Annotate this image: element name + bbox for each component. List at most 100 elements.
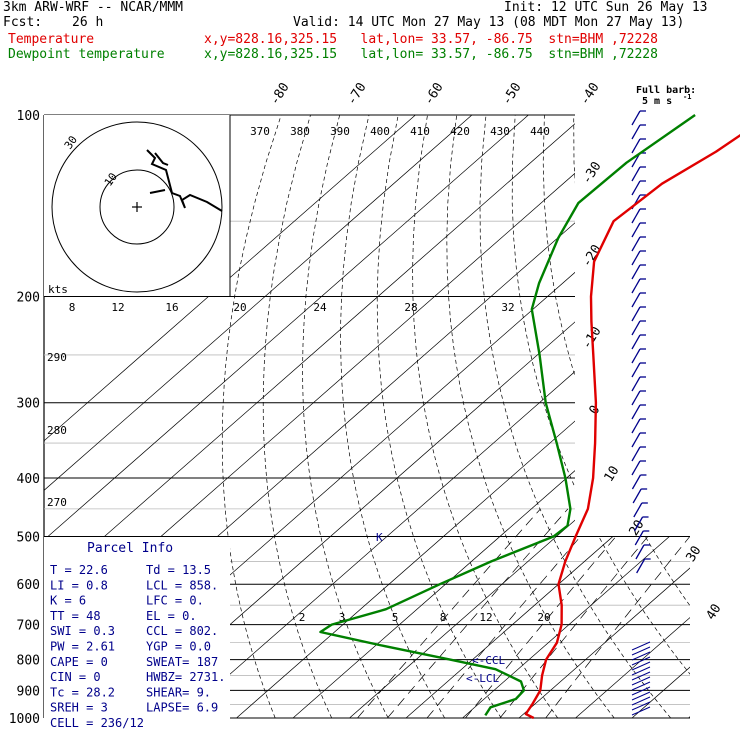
theta-label: 390 bbox=[330, 125, 350, 138]
isotherm-line bbox=[44, 115, 529, 718]
wind-barb bbox=[631, 641, 651, 651]
mixing-ratio-label: 5 bbox=[392, 611, 399, 624]
mixing-ratio-line bbox=[465, 508, 640, 718]
wind-barb bbox=[631, 390, 641, 406]
pressure-tick-label: 500 bbox=[17, 530, 40, 545]
isotherm-line bbox=[123, 115, 690, 718]
parcel-info-row-left: PW = 2.61 bbox=[50, 640, 115, 654]
hodograph-speed-label: 16 bbox=[165, 301, 178, 314]
dry-adiabat bbox=[302, 115, 389, 718]
wind-barb bbox=[631, 376, 641, 392]
isotherm-label: 40 bbox=[704, 602, 725, 623]
parcel-info-row-left: CELL = 236/12 bbox=[50, 716, 144, 730]
hodograph-speed-label: 24 bbox=[313, 301, 327, 314]
wind-barb bbox=[633, 516, 644, 532]
hodograph-ring bbox=[51, 121, 223, 293]
pressure-tick-label: 1000 bbox=[9, 712, 40, 727]
wind-barb bbox=[631, 676, 651, 686]
dry-adiabat bbox=[542, 115, 690, 718]
wind-barb bbox=[631, 661, 651, 671]
parcel-info-row-left: SWI = 0.3 bbox=[50, 624, 115, 638]
dewpoint-legend: Dewpoint temperature bbox=[8, 47, 165, 62]
wind-barb bbox=[631, 418, 641, 434]
dry-adiabat bbox=[720, 115, 740, 718]
isotherm-line bbox=[405, 115, 690, 718]
pressure-tick-label: 700 bbox=[17, 619, 40, 634]
model-title: 3km ARW-WRF -- NCAR/MMM bbox=[3, 0, 184, 15]
wind-barb bbox=[631, 460, 641, 476]
wind-barb bbox=[631, 446, 641, 462]
isotherm-label: 20 bbox=[627, 518, 648, 539]
parcel-marker: K bbox=[376, 531, 383, 544]
hodograph-speed-label: 8 bbox=[69, 301, 76, 314]
parcel-info-row-left: K = 6 bbox=[50, 594, 86, 608]
dry-adiabat bbox=[262, 115, 333, 718]
wind-barb bbox=[631, 138, 641, 154]
isotherm-line bbox=[518, 115, 690, 718]
temperature-legend: Temperature bbox=[8, 32, 95, 47]
mixing-ratio-line bbox=[426, 508, 605, 718]
parcel-info-row-left: CAPE = 0 bbox=[50, 655, 108, 669]
pressure-tick-label: 400 bbox=[17, 472, 40, 487]
wind-barb bbox=[631, 691, 651, 701]
wind-barb bbox=[631, 404, 641, 420]
mixing-ratio-line bbox=[545, 508, 690, 718]
dewpoint-location: x,y=828.16,325.15 lat,lon= 33.57, -86.75… bbox=[204, 47, 658, 62]
full-barb-label: Full barb: bbox=[636, 85, 696, 96]
dry-adiabat bbox=[602, 115, 690, 718]
full-barb-exponent: -1 bbox=[683, 93, 691, 101]
valid-time: Valid: 14 UTC Mon 27 May 13 (08 MDT Mon … bbox=[293, 15, 685, 30]
wind-barb bbox=[631, 696, 651, 706]
parcel-info-row-right: HWBZ= 2731. bbox=[146, 670, 225, 684]
wind-barb bbox=[636, 558, 646, 574]
isotherm-label: 10 bbox=[602, 464, 623, 485]
dry-adiabat bbox=[511, 115, 690, 718]
init-time: Init: 12 UTC Sun 26 May 13 bbox=[504, 0, 708, 15]
hodograph-trace bbox=[146, 149, 223, 212]
diagram-grid bbox=[43, 114, 740, 719]
isotherm-line bbox=[575, 115, 690, 718]
wind-barb bbox=[631, 701, 651, 711]
isotherm-line bbox=[688, 115, 690, 718]
hodograph-speed-label: 32 bbox=[501, 301, 514, 314]
wind-barbs bbox=[631, 110, 651, 716]
wind-barb bbox=[631, 306, 641, 322]
isotherm-line bbox=[44, 115, 473, 718]
theta-label: 440 bbox=[530, 125, 550, 138]
pressure-tick-label: 800 bbox=[17, 654, 40, 669]
mixing-ratio-label: 20 bbox=[537, 611, 550, 624]
wind-barb bbox=[631, 222, 641, 238]
parcel-info-row-left: SREH = 3 bbox=[50, 701, 108, 715]
hodograph-units-label: kts bbox=[48, 283, 68, 296]
temperature-location: x,y=828.16,325.15 lat,lon= 33.57, -86.75… bbox=[204, 32, 658, 47]
isotherm-label: -60 bbox=[421, 80, 446, 108]
mixing-ratio-label: 2 bbox=[299, 611, 306, 624]
full-barb-value: 5 m s bbox=[642, 96, 672, 107]
wind-barb bbox=[631, 474, 642, 490]
wind-barb bbox=[631, 686, 651, 696]
dry-adiabat bbox=[446, 115, 615, 718]
hodograph-ring bbox=[99, 169, 175, 245]
wind-barb bbox=[631, 110, 641, 126]
pressure-tick-label: 300 bbox=[17, 397, 40, 412]
ccl-marker: <-CCL bbox=[472, 654, 505, 667]
isotherm-label: -40 bbox=[577, 80, 602, 108]
wind-barb bbox=[631, 666, 651, 676]
parcel-info-panel: Parcel Info T = 22.6 Td = 13.5 LI = 0.8 LCL… bbox=[44, 537, 230, 730]
wind-barb bbox=[631, 362, 641, 378]
dry-adiabat bbox=[661, 115, 690, 718]
sounding-traces: <-CCL <-LCL K bbox=[319, 114, 740, 720]
forecast-hour: 26 h bbox=[72, 15, 104, 30]
parcel-info-row-right: LCL = 858. bbox=[146, 578, 218, 592]
isotherm-label: -70 bbox=[344, 80, 369, 108]
wind-barb bbox=[631, 706, 651, 716]
isotherm-label: -50 bbox=[499, 80, 524, 108]
parcel-info-row-right: CCL = 802. bbox=[146, 624, 218, 638]
mixing-ratio-label: 3 bbox=[339, 611, 346, 624]
wind-barb bbox=[632, 488, 642, 504]
mixing-ratio-label: 8 bbox=[440, 611, 447, 624]
isotherm-line bbox=[179, 115, 690, 718]
isotherm-label: -80 bbox=[267, 80, 292, 108]
parcel-info-row-right: LFC = 0. bbox=[146, 594, 204, 608]
parcel-info-row-right: SWEAT= 187 bbox=[146, 655, 218, 669]
